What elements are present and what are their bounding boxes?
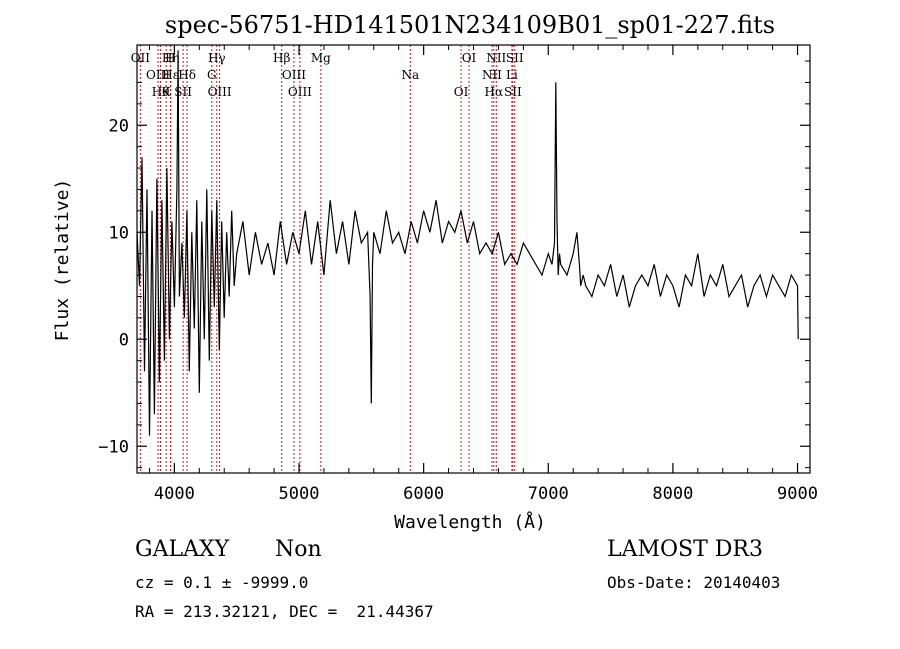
spectral-line-label: Hγ xyxy=(208,51,226,65)
y-tick-label: −10 xyxy=(98,437,129,457)
spectral-line-label: OII xyxy=(131,51,151,65)
spectral-line-label: Hβ xyxy=(273,51,290,65)
spectral-line-label: G xyxy=(207,68,217,82)
spectral-line-label: SII xyxy=(174,85,192,99)
spectral-line-label: Hδ xyxy=(178,68,196,82)
x-axis-label: Wavelength (Å) xyxy=(394,511,546,533)
x-axis-ticks: 4000 5000 6000 7000 8000 9000 xyxy=(148,45,818,504)
y-axis-ticks: −10 0 10 20 xyxy=(98,60,810,469)
y-axis-label: Flux (relative) xyxy=(52,179,73,342)
spectral-line-label: OIII xyxy=(282,68,306,82)
spectral-line-label: Mg xyxy=(311,51,331,65)
spectral-line-label: H xyxy=(165,51,175,65)
spectral-line-label: OIII xyxy=(146,68,170,82)
x-tick-label: 4000 xyxy=(154,484,195,504)
object-class: GALAXY xyxy=(135,537,230,562)
spectral-line-label: OI xyxy=(462,51,477,65)
coordinates-readout: RA = 213.32121, DEC = 21.44367 xyxy=(135,602,434,621)
x-tick-label: 6000 xyxy=(403,484,444,504)
x-tick-label: 7000 xyxy=(528,484,569,504)
x-tick-label: 8000 xyxy=(652,484,693,504)
spectral-line-label: OIII xyxy=(288,85,312,99)
spectral-line-label: Na xyxy=(401,68,419,82)
y-tick-label: 10 xyxy=(109,223,129,243)
redshift-readout: cz = 0.1 ± -9999.0 xyxy=(135,573,309,592)
spectral-line-label: Hθ xyxy=(152,85,170,99)
y-tick-label: 20 xyxy=(109,116,129,136)
object-subclass: Non xyxy=(275,537,322,562)
observation-date: Obs-Date: 20140403 xyxy=(607,573,781,592)
spectral-line-label: Hε xyxy=(162,68,179,82)
spectral-line-label: OI xyxy=(454,85,469,99)
survey-name: LAMOST DR3 xyxy=(607,537,763,562)
spectral-line-label: SII xyxy=(504,85,522,99)
spectral-line-label: Li xyxy=(506,68,518,82)
spectral-line-labels: OII OIII Hθ Hη Hε K HHδ SII Hγ G OIII Hβ OIII OIII Mg N… xyxy=(131,51,524,99)
x-tick-label: 9000 xyxy=(777,484,818,504)
spectral-line-label: NII xyxy=(482,68,502,82)
spectral-line-label: SII xyxy=(506,51,524,65)
spectral-line-label: OIII xyxy=(208,85,232,99)
flux-series-line xyxy=(136,50,799,436)
plot-frame xyxy=(136,44,811,474)
chart-title: spec-56751-HD141501N234109B01_sp01-227.f… xyxy=(165,11,775,39)
y-tick-label: 0 xyxy=(119,330,129,350)
spectral-line-label: Hα xyxy=(485,85,504,99)
spectral-line-label: Hη xyxy=(162,51,180,65)
spectral-line-label: K xyxy=(162,85,172,99)
spectral-line-label: NII xyxy=(486,51,506,65)
spectral-lines xyxy=(139,45,516,473)
x-tick-label: 5000 xyxy=(279,484,320,504)
